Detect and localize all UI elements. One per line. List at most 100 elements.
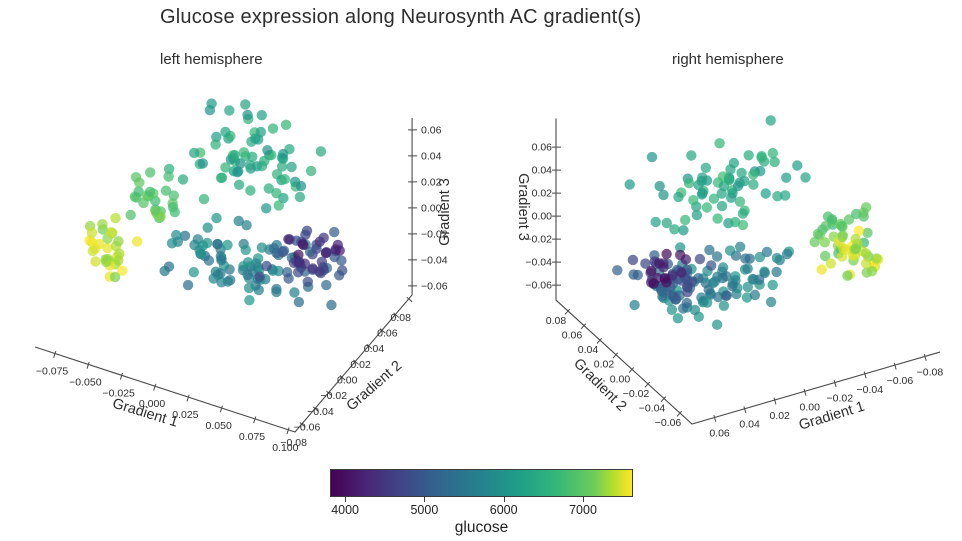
data-point	[220, 126, 231, 138]
z-tick-label: −0.06	[421, 280, 448, 292]
data-point	[332, 239, 343, 251]
x-tick-label: −0.075	[36, 366, 69, 378]
data-point	[113, 255, 124, 266]
colorbar-tick	[503, 497, 505, 502]
x-tick	[253, 416, 257, 424]
data-point	[860, 248, 872, 259]
x-tick-label: 0.075	[239, 431, 265, 443]
data-point	[724, 245, 736, 256]
data-point	[820, 220, 831, 232]
data-point	[171, 229, 182, 241]
data-point	[734, 196, 746, 207]
data-point	[240, 244, 251, 256]
data-point	[711, 319, 723, 330]
data-point	[302, 276, 313, 287]
data-point	[772, 191, 783, 202]
x-tick	[186, 394, 190, 402]
data-point	[87, 245, 99, 257]
data-point	[812, 228, 824, 240]
data-point	[206, 98, 217, 109]
data-point	[117, 265, 128, 276]
y-tick-label: 0.02	[350, 359, 371, 371]
data-point	[295, 180, 307, 192]
data-point	[688, 195, 699, 206]
data-point	[133, 186, 144, 197]
data-point	[304, 246, 316, 257]
data-point	[203, 255, 215, 266]
data-point	[106, 227, 117, 238]
y-tick-label: 0.00	[610, 373, 631, 385]
y-tick	[406, 296, 413, 303]
data-point	[195, 248, 206, 259]
data-point	[145, 167, 156, 178]
data-point	[301, 225, 313, 236]
x-tick-label: 0.06	[709, 427, 730, 439]
z-tick-label: 0.04	[532, 165, 553, 177]
data-point	[198, 193, 210, 205]
data-point	[771, 252, 783, 264]
x-tick-label: −0.06	[887, 375, 914, 387]
data-point	[711, 251, 723, 262]
data-point	[744, 253, 755, 264]
y-tick	[339, 375, 346, 381]
data-point	[858, 207, 869, 218]
colorbar-label: glucose	[454, 519, 509, 536]
x-tick	[713, 414, 717, 422]
data-point	[737, 208, 749, 219]
y-tick-label: 0.06	[562, 330, 583, 342]
data-point	[759, 267, 770, 279]
x-tick	[53, 350, 57, 358]
data-point	[756, 151, 767, 162]
x-tick	[153, 383, 157, 391]
data-point	[748, 179, 759, 190]
data-point	[701, 202, 713, 213]
data-point	[765, 296, 777, 308]
data-point	[210, 139, 221, 150]
x-tick	[86, 361, 90, 369]
data-point	[689, 304, 701, 316]
data-point	[702, 297, 713, 308]
data-point	[215, 172, 227, 184]
data-point	[210, 266, 221, 277]
data-point	[271, 286, 282, 298]
data-point	[97, 219, 108, 230]
data-point	[697, 172, 708, 183]
axis-title-gradient-3-right: Gradient 3	[515, 173, 531, 241]
colorbar-tick	[345, 497, 347, 502]
data-point	[212, 238, 223, 250]
data-point	[724, 174, 735, 186]
y-tick	[580, 323, 587, 330]
z-tick-label: 0.04	[421, 150, 442, 162]
y-tick	[379, 328, 386, 334]
colorbar-tick-label: 5000	[410, 503, 439, 517]
data-point	[713, 291, 724, 303]
data-point	[837, 231, 848, 243]
data-point	[853, 225, 865, 236]
data-point	[820, 250, 831, 262]
data-point	[256, 110, 267, 121]
y-tick	[676, 410, 683, 417]
colorbar-tick	[583, 497, 584, 502]
y-tick	[596, 337, 603, 344]
y-tick-label: 0.02	[594, 359, 615, 371]
data-point	[167, 202, 179, 213]
data-point	[329, 226, 340, 238]
data-point	[748, 274, 759, 285]
data-point	[90, 256, 101, 267]
data-point	[670, 293, 682, 305]
y-tick-label: 0.06	[377, 328, 398, 340]
data-point	[289, 287, 300, 298]
x-tick	[119, 372, 123, 380]
data-point	[256, 160, 268, 172]
z-tick-label: −0.04	[421, 254, 448, 266]
x-tick-label: 0.025	[172, 409, 198, 421]
y-tick-label: 0.04	[578, 344, 599, 356]
x-tick	[743, 406, 747, 414]
data-point	[233, 215, 244, 227]
data-point	[320, 247, 332, 259]
data-point	[683, 177, 695, 189]
data-point	[718, 300, 730, 311]
x-tick	[863, 371, 867, 379]
y-tick	[352, 359, 359, 365]
x-tick-label: −0.025	[102, 387, 135, 399]
